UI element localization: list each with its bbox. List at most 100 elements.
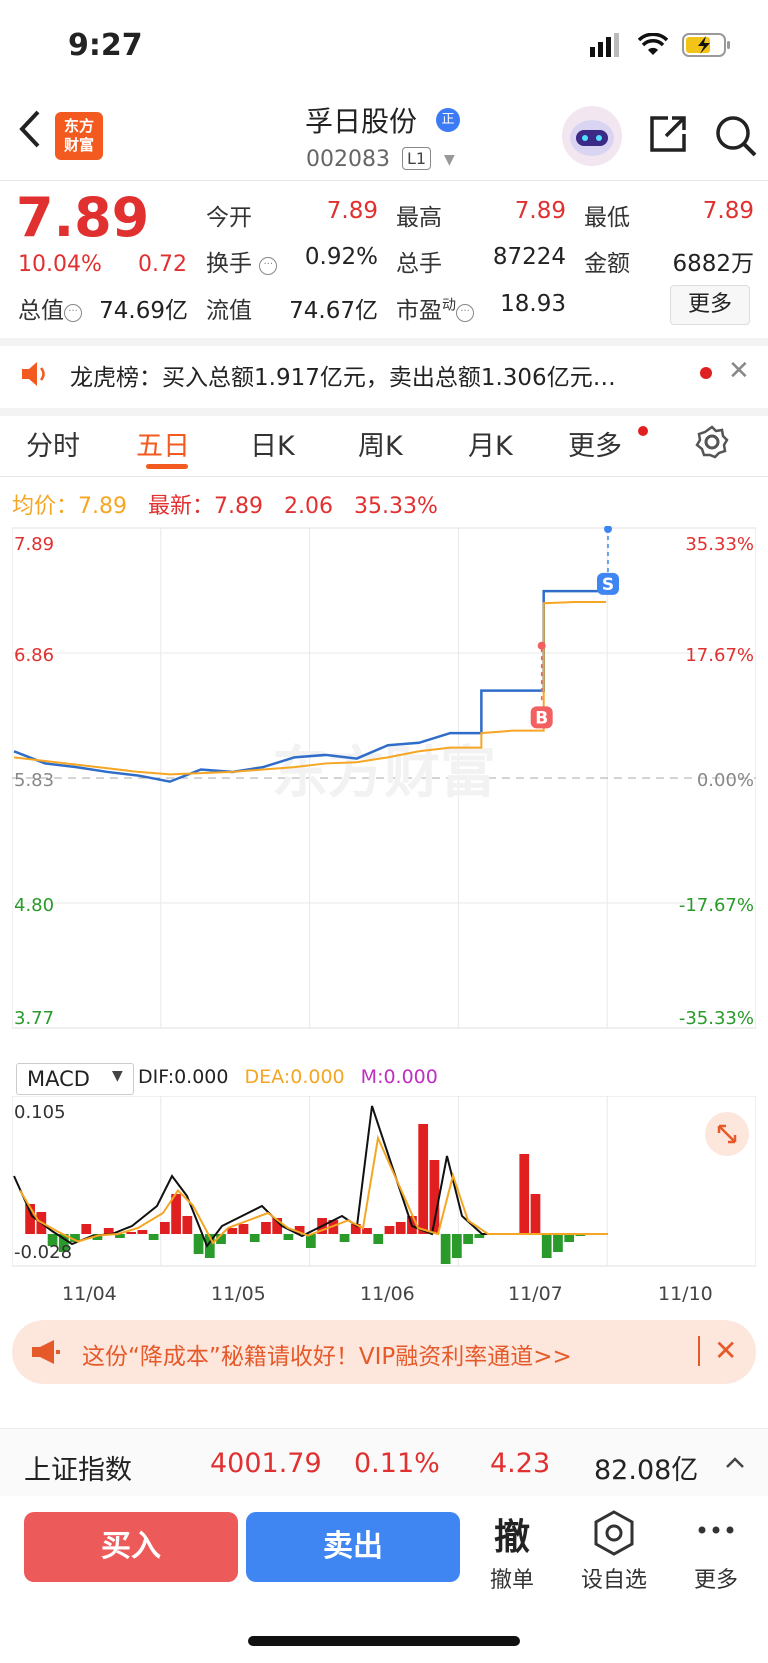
expand-icon[interactable] [705, 1112, 749, 1156]
more-dots-icon[interactable] [696, 1520, 736, 1544]
turnover-label: 换手 ··· [206, 244, 278, 278]
index-amount: 82.08亿 [594, 1455, 699, 1486]
float-cap-value: 74.67亿 [289, 298, 378, 324]
macd-bar [339, 1234, 350, 1242]
ai-assistant-icon[interactable] [562, 106, 622, 166]
macd-bar [249, 1234, 260, 1242]
market-cap-value: 74.69亿 [99, 298, 188, 324]
macd-chart[interactable]: 0.105 -0.028 [12, 1096, 756, 1276]
logo-text-top: 东方 [63, 117, 94, 135]
buy-marker [530, 706, 553, 729]
tab-five-day[interactable]: 五日 [136, 431, 190, 462]
unread-dot [700, 367, 712, 379]
macd-bar [306, 1234, 316, 1248]
macd-m: M:0.000 [360, 1066, 438, 1088]
sell-marker-label: S [602, 575, 614, 595]
macd-bar [25, 1204, 35, 1234]
index-value: 4001.79 [210, 1448, 322, 1479]
y-tick-label-left: 7.89 [14, 534, 54, 555]
tab-more[interactable]: 更多 [568, 431, 622, 462]
back-icon[interactable] [16, 108, 52, 148]
chart-frame [12, 527, 756, 1029]
macd-bar [418, 1124, 429, 1234]
tab-intraday[interactable]: 分时 [26, 431, 80, 462]
dragon-tiger-notice[interactable]: 龙虎榜：买入总额1.917亿元，卖出总额1.306亿元… [70, 365, 616, 391]
macd-bar [47, 1234, 58, 1246]
wifi-icon [638, 33, 668, 55]
change-pct: 10.04% [18, 252, 102, 277]
x-tick-label: 11/06 [360, 1283, 415, 1305]
market-cap-label-text: 总值 [18, 298, 64, 324]
volume-label: 总手 [396, 251, 442, 277]
promo-banner[interactable] [12, 1320, 756, 1384]
macd-bar [373, 1234, 384, 1244]
latest-value: 7.89 [214, 494, 263, 519]
settings-gear-icon[interactable] [694, 424, 730, 464]
macd-bar [148, 1234, 159, 1240]
macd-bar [283, 1234, 294, 1240]
info-icon[interactable]: ··· [259, 257, 278, 275]
signal-icon [590, 33, 619, 57]
index-change: 4.23 [490, 1448, 551, 1479]
macd-bar [238, 1224, 249, 1234]
avg-label: 均价： [12, 494, 79, 519]
cancel-order-button[interactable]: 撤单 [489, 1568, 534, 1593]
search-icon[interactable] [714, 114, 758, 158]
more-quote-button[interactable]: 更多 [670, 285, 750, 325]
pe-label: 市盈动 ··· [396, 291, 474, 325]
tab-weekly-k[interactable]: 周K [358, 431, 403, 462]
chevron-down-icon[interactable]: ▼ [112, 1068, 123, 1084]
macd-bar [440, 1234, 451, 1264]
macd-dea: DEA:0.000 [244, 1066, 345, 1088]
y-tick-label-right: 35.33% [685, 534, 754, 555]
macd-bar [137, 1230, 148, 1234]
macd-bar [395, 1222, 406, 1234]
macd-bar [474, 1234, 485, 1238]
promo-text[interactable]: 这份“降成本”秘籍请收好！VIP融资利率通道>> [82, 1344, 572, 1370]
add-watchlist-button[interactable]: 设自选 [580, 1568, 647, 1593]
sell-button[interactable]: 卖出 [246, 1512, 460, 1582]
macd-bar [126, 1232, 137, 1234]
macd-bar [261, 1222, 271, 1234]
low-label: 最低 [584, 205, 630, 231]
info-icon[interactable]: ··· [64, 304, 82, 322]
buy-button[interactable]: 买入 [24, 1512, 238, 1582]
info-icon[interactable]: ··· [456, 304, 474, 322]
level-badge[interactable]: L1 [402, 147, 432, 170]
stock-name[interactable]: 孚日股份 [305, 105, 418, 138]
macd-bar [81, 1224, 92, 1234]
megaphone-icon [30, 1338, 62, 1370]
macd-dif: DIF:0.000 [138, 1066, 229, 1088]
cancel-order-icon[interactable]: 撤 [493, 1517, 530, 1558]
five-day-price-chart[interactable]: 东方财富 B S 7.89 6.86 5.83 4.80 3.77 35.33% 17.67% 0.… [12, 526, 756, 1056]
stock-code[interactable]: 002083 [306, 147, 390, 172]
macd-bar [193, 1234, 204, 1254]
amount-label: 金额 [584, 251, 630, 277]
verified-badge: 正 [436, 108, 460, 132]
tab-monthly-k[interactable]: 月K [468, 431, 513, 462]
x-tick-label: 11/04 [62, 1283, 117, 1305]
chevron-up-icon[interactable] [724, 1454, 746, 1474]
close-icon[interactable]: ✕ [728, 356, 750, 386]
tab-daily-k[interactable]: 日K [250, 431, 295, 462]
share-icon[interactable] [648, 114, 688, 154]
macd-bar [362, 1228, 372, 1234]
indicator-select[interactable]: MACD [16, 1063, 134, 1095]
macd-bottom-label: -0.028 [14, 1242, 72, 1263]
new-dot [638, 426, 648, 436]
y-tick-label-right: 17.67% [685, 645, 754, 666]
high-label: 最高 [396, 205, 442, 231]
index-bar[interactable] [0, 1428, 768, 1496]
y-tick-label-right: -17.67% [679, 895, 754, 916]
price-line [13, 589, 606, 783]
app-logo: 东方 财富 [55, 112, 103, 160]
more-actions-button[interactable]: 更多 [693, 1568, 738, 1593]
turnover-label-text: 换手 [206, 251, 252, 277]
chevron-down-icon[interactable]: ▼ [444, 152, 455, 168]
y-tick-label-right: -35.33% [679, 1008, 754, 1029]
active-tab-indicator [146, 464, 188, 469]
macd-bar [227, 1228, 238, 1234]
buy-marker-dot [537, 641, 546, 650]
add-watchlist-icon[interactable] [592, 1510, 636, 1560]
close-icon[interactable]: ✕ [714, 1334, 738, 1367]
